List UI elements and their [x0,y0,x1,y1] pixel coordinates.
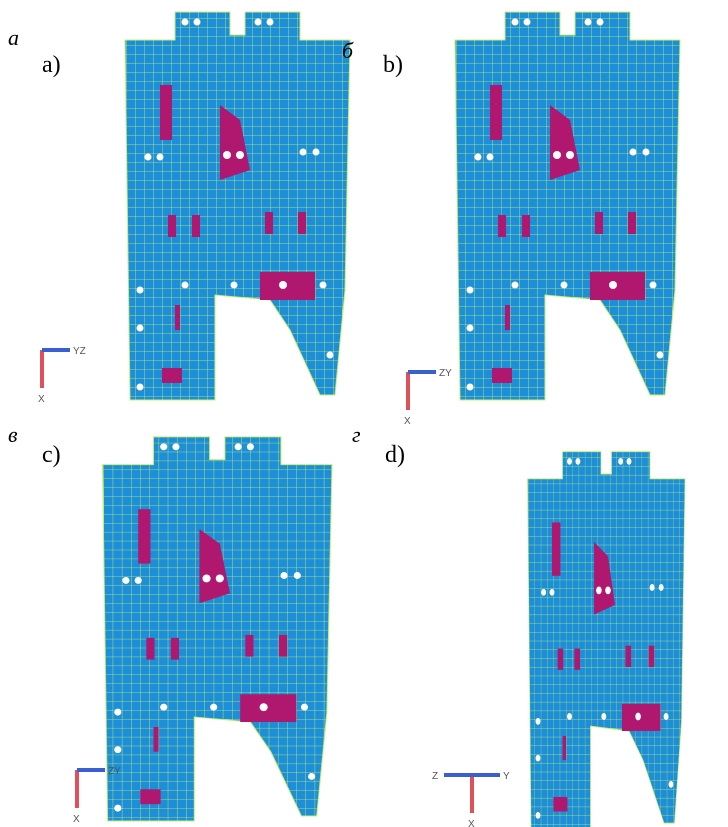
panel-letter: б [342,38,354,63]
axis-label: Z [432,771,438,782]
axis-label: X [73,814,80,825]
panel-label: b) [383,52,403,78]
axis-label: X [468,819,475,827]
panel-label: a) [42,52,61,78]
axis-label: YZ [73,346,86,357]
axis-label: Y [503,771,510,782]
panel-letter: в [8,422,18,447]
mesh-plate [125,12,350,400]
axis-label: X [404,416,411,427]
panel-label: c) [42,442,61,468]
mesh-plate [528,452,686,827]
axis-label: X [38,394,45,405]
figure: аa)XYZбb)XZYвc)XZYгd)XZY [0,0,728,827]
mesh-plate [455,12,680,400]
panel-letter: а [8,25,19,50]
axis-label: ZY [108,766,121,777]
axis-label: ZY [439,368,452,379]
mesh-plate [103,437,333,821]
panel-letter: г [352,422,361,447]
panel-label: d) [385,442,405,468]
